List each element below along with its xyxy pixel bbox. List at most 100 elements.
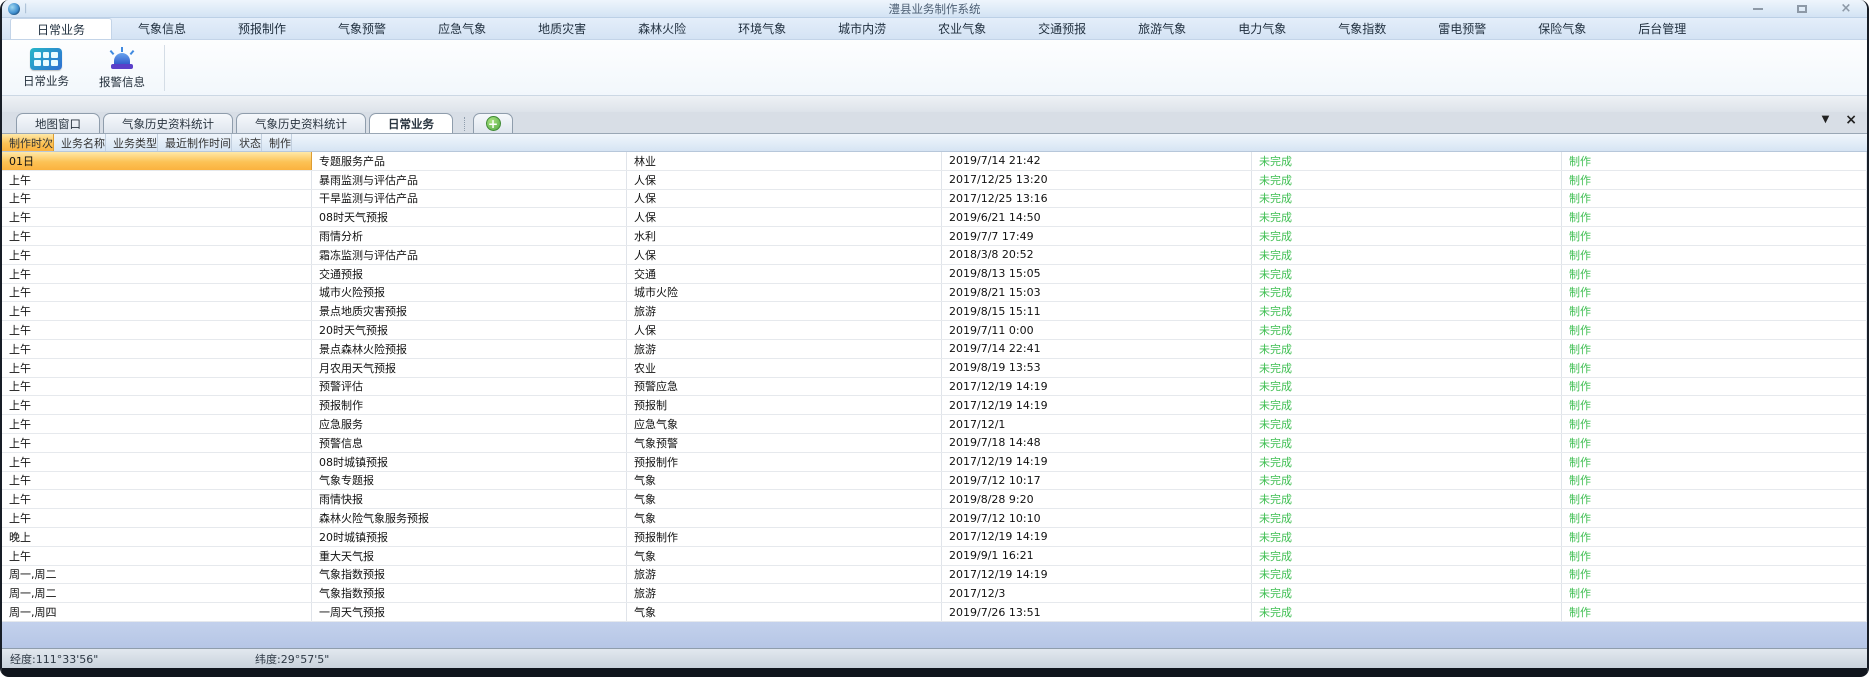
cell-business-type: 气象预警: [627, 433, 942, 452]
selected-empty-row[interactable]: [2, 621, 1867, 648]
close-button[interactable]: ×: [1837, 2, 1855, 16]
cell-status: 未完成: [1252, 509, 1562, 527]
ribbon-tab[interactable]: 应急气象: [412, 18, 512, 39]
column-header[interactable]: 状态: [232, 134, 262, 151]
make-link[interactable]: 制作: [1562, 490, 1867, 509]
make-link[interactable]: 制作: [1562, 603, 1867, 621]
table-row[interactable]: 上午 交通预报 交通 2019/8/13 15:05 未完成 制作: [2, 264, 1867, 284]
make-link[interactable]: 制作: [1562, 584, 1867, 603]
cell-business-type: 人保: [627, 245, 942, 264]
table-row[interactable]: 上午 景点地质灾害预报 旅游 2019/8/15 15:11 未完成 制作: [2, 302, 1867, 322]
table-row[interactable]: 上午 雨情快报 气象 2019/8/28 9:20 未完成 制作: [2, 490, 1867, 510]
ribbon-tab[interactable]: 城市内涝: [812, 18, 912, 39]
make-link[interactable]: 制作: [1562, 527, 1867, 546]
table-row[interactable]: 上午 20时天气预报 人保 2019/7/11 0:00 未完成 制作: [2, 321, 1867, 340]
make-link[interactable]: 制作: [1562, 415, 1867, 433]
ribbon-tab[interactable]: 气象指数: [1312, 18, 1412, 39]
column-header[interactable]: 制作: [262, 134, 292, 151]
ribbon-tab[interactable]: 环境气象: [712, 18, 812, 39]
make-link[interactable]: 制作: [1562, 452, 1867, 471]
table-row[interactable]: 上午 干旱监测与评估产品 人保 2017/12/25 13:16 未完成 制作: [2, 189, 1867, 209]
cell-status: 未完成: [1252, 208, 1562, 227]
document-tab[interactable]: 气象历史资料统计: [103, 113, 233, 133]
make-link[interactable]: 制作: [1562, 189, 1867, 208]
table-row[interactable]: 上午 雨情分析 水利 2019/7/7 17:49 未完成 制作: [2, 227, 1867, 246]
document-tab[interactable]: 气象历史资料统计: [236, 113, 366, 133]
table-row[interactable]: 上午 08时天气预报 人保 2019/6/21 14:50 未完成 制作: [2, 208, 1867, 228]
cell-time: 上午: [2, 245, 312, 264]
ribbon-tab[interactable]: 旅游气象: [1112, 18, 1212, 39]
ribbon-tab[interactable]: 气象信息: [112, 18, 212, 39]
make-link[interactable]: 制作: [1562, 396, 1867, 415]
daily-business-button[interactable]: 日常业务: [8, 43, 84, 93]
make-link[interactable]: 制作: [1562, 471, 1867, 490]
ribbon-tab[interactable]: 后台管理: [1612, 18, 1712, 39]
alarm-info-button[interactable]: 报警信息: [84, 43, 160, 93]
make-link[interactable]: 制作: [1562, 302, 1867, 321]
ribbon-tab[interactable]: 气象预警: [312, 18, 412, 39]
column-header[interactable]: 业务名称: [54, 134, 106, 151]
cell-business-name: 08时天气预报: [312, 208, 627, 227]
table-row[interactable]: 上午 重大天气报 气象 2019/9/1 16:21 未完成 制作: [2, 546, 1867, 566]
table-row[interactable]: 周一,周二 气象指数预报 旅游 2017/12/3 未完成 制作: [2, 584, 1867, 604]
table-row[interactable]: 上午 森林火险气象服务预报 气象 2019/7/12 10:10 未完成 制作: [2, 509, 1867, 528]
table-row[interactable]: 上午 08时城镇预报 预报制作 2017/12/19 14:19 未完成 制作: [2, 452, 1867, 472]
table-row[interactable]: 上午 预警信息 气象预警 2019/7/18 14:48 未完成 制作: [2, 433, 1867, 453]
table-row[interactable]: 上午 气象专题报 气象 2019/7/12 10:17 未完成 制作: [2, 471, 1867, 491]
make-link[interactable]: 制作: [1562, 283, 1867, 302]
ribbon-tab[interactable]: 日常业务: [10, 18, 113, 39]
ribbon-tab[interactable]: 交通预报: [1012, 18, 1112, 39]
ribbon-tab[interactable]: 森林火险: [612, 18, 712, 39]
ribbon-tab[interactable]: 保险气象: [1512, 18, 1612, 39]
table-row[interactable]: 上午 城市火险预报 城市火险 2019/8/21 15:03 未完成 制作: [2, 283, 1867, 303]
make-link[interactable]: 制作: [1562, 565, 1867, 584]
make-link[interactable]: 制作: [1562, 509, 1867, 527]
make-link[interactable]: 制作: [1562, 245, 1867, 264]
cell-time: 周一,周二: [2, 584, 312, 603]
table-row[interactable]: 上午 预报制作 预报制 2017/12/19 14:19 未完成 制作: [2, 396, 1867, 416]
document-tab[interactable]: 日常业务: [369, 113, 453, 133]
make-link[interactable]: 制作: [1562, 339, 1867, 358]
ribbon-tab-label: 气象预警: [338, 22, 387, 36]
table-row[interactable]: 周一,周四 一周天气预报 气象 2019/7/26 13:51 未完成 制作: [2, 603, 1867, 622]
table-row[interactable]: 上午 预警评估 预警应急 2017/12/19 14:19 未完成 制作: [2, 377, 1867, 397]
make-link[interactable]: 制作: [1562, 227, 1867, 245]
cell-business-name: 20时城镇预报: [312, 527, 627, 546]
table-row[interactable]: 上午 月农用天气预报 农业 2019/8/19 13:53 未完成 制作: [2, 358, 1867, 378]
tab-list-dropdown[interactable]: ▼: [1821, 114, 1830, 125]
make-link[interactable]: 制作: [1562, 358, 1867, 377]
cell-time: 上午: [2, 377, 312, 396]
document-tab[interactable]: 地图窗口: [16, 113, 100, 133]
make-link[interactable]: 制作: [1562, 321, 1867, 339]
ribbon-tab[interactable]: 预报制作: [212, 18, 312, 39]
tab-close-button[interactable]: ×: [1845, 111, 1857, 128]
make-link[interactable]: 制作: [1562, 170, 1867, 189]
table-row[interactable]: 晚上 20时城镇预报 预报制作 2017/12/19 14:19 未完成 制作: [2, 527, 1867, 547]
minimize-button[interactable]: [1749, 2, 1767, 16]
ribbon-tab[interactable]: 地质灾害: [512, 18, 612, 39]
cell-status: 未完成: [1252, 490, 1562, 509]
column-header[interactable]: 最近制作时间: [158, 134, 232, 151]
table-row[interactable]: 上午 暴雨监测与评估产品 人保 2017/12/25 13:20 未完成 制作: [2, 170, 1867, 190]
table-row[interactable]: 上午 霜冻监测与评估产品 人保 2018/3/8 20:52 未完成 制作: [2, 245, 1867, 265]
ribbon-tab[interactable]: 雷电预警: [1412, 18, 1512, 39]
table-row[interactable]: 上午 应急服务 应急气象 2017/12/1 未完成 制作: [2, 415, 1867, 434]
add-tab-button[interactable]: +: [473, 113, 513, 133]
make-link[interactable]: 制作: [1562, 208, 1867, 227]
table-row[interactable]: 01日 专题服务产品 林业 2019/7/14 21:42 未完成 制作: [2, 152, 1867, 171]
maximize-button[interactable]: [1793, 2, 1811, 16]
column-header[interactable]: 制作时次: [2, 134, 54, 151]
ribbon-tab-label: 交通预报: [1038, 22, 1087, 36]
table-row[interactable]: 上午 景点森林火险预报 旅游 2019/7/14 22:41 未完成 制作: [2, 339, 1867, 359]
make-link[interactable]: 制作: [1562, 546, 1867, 565]
ribbon-tab[interactable]: 农业气象: [912, 18, 1012, 39]
make-link[interactable]: 制作: [1562, 264, 1867, 283]
ribbon-tab-label: 雷电预警: [1438, 22, 1487, 36]
make-link[interactable]: 制作: [1562, 152, 1867, 170]
make-link[interactable]: 制作: [1562, 433, 1867, 452]
make-link[interactable]: 制作: [1562, 377, 1867, 396]
table-row[interactable]: 周一,周二 气象指数预报 旅游 2017/12/19 14:19 未完成 制作: [2, 565, 1867, 585]
ribbon-tab[interactable]: 电力气象: [1212, 18, 1312, 39]
cell-status: 未完成: [1252, 170, 1562, 189]
column-header[interactable]: 业务类型: [106, 134, 158, 151]
